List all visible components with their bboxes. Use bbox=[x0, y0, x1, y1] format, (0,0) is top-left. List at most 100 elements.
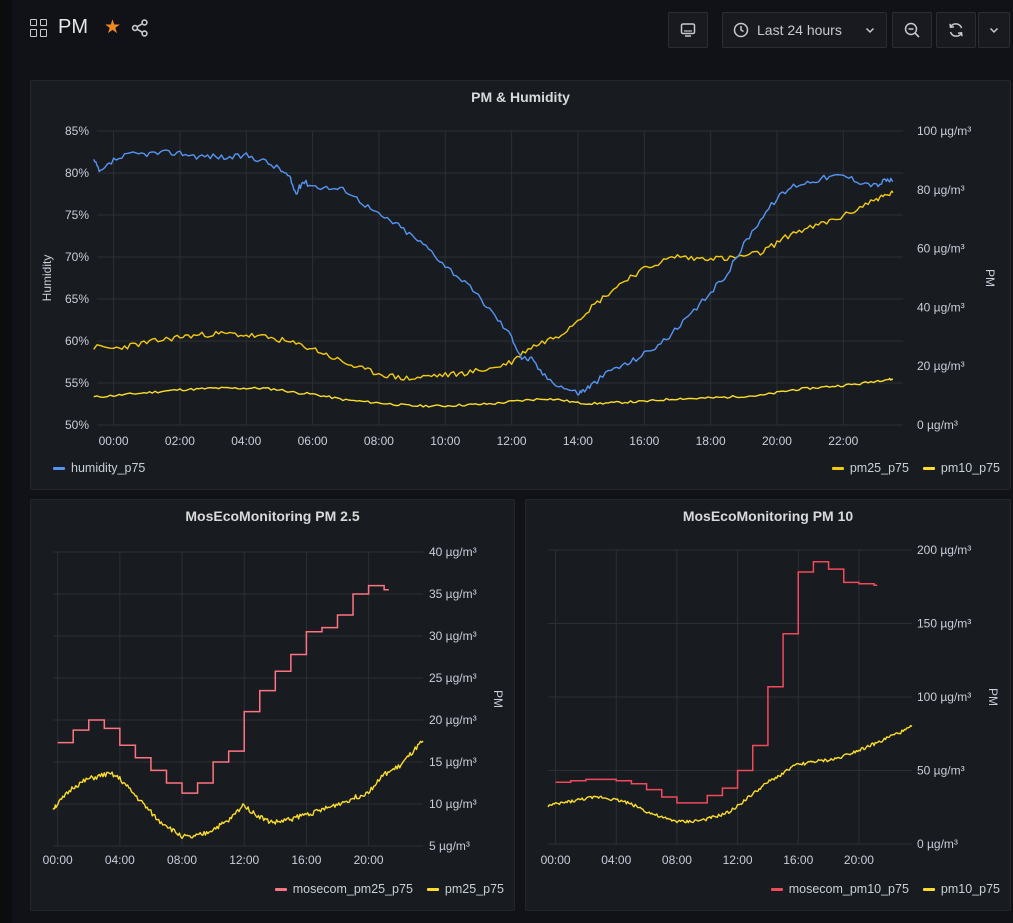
x-tick-label: 10:00 bbox=[430, 434, 460, 448]
x-tick-label: 16:00 bbox=[783, 853, 813, 867]
legend-swatch bbox=[426, 887, 439, 891]
x-tick-label: 12:00 bbox=[229, 853, 259, 867]
legend-swatch bbox=[770, 887, 783, 891]
dashboard-title[interactable]: PM bbox=[58, 16, 88, 38]
x-tick-label: 02:00 bbox=[165, 434, 195, 448]
y-tick-label: 15 µg/m³ bbox=[429, 755, 477, 769]
legend-item-pm25[interactable]: pm25_p75 bbox=[426, 882, 504, 896]
series-step-mosecom-pm10 bbox=[555, 561, 878, 804]
chevron-down-icon bbox=[989, 27, 999, 34]
legend-swatch bbox=[922, 887, 935, 891]
legend-swatch bbox=[274, 887, 287, 891]
legend: mosecom_pm10_p75 pm10_p75 bbox=[770, 882, 1000, 896]
y-tick-label: 20 µg/m³ bbox=[429, 713, 477, 727]
dashboard-navbar: PM ★ Last 24 hours bbox=[12, 0, 1013, 62]
pm-humidity-chart[interactable]: 85% 80% 75% 70% 65% 60% 55% 50% 100 µg/m³ 80 µg/m… bbox=[31, 81, 1012, 491]
chevron-down-icon bbox=[865, 27, 875, 34]
y-tick-label: 35 µg/m³ bbox=[429, 587, 477, 601]
y-tick-label: 100 µg/m³ bbox=[917, 690, 971, 704]
y2-tick-label: 60 µg/m³ bbox=[917, 242, 965, 256]
legend-label: mosecom_pm10_p75 bbox=[788, 882, 909, 896]
y2-tick-label: 80 µg/m³ bbox=[917, 183, 965, 197]
legend-swatch bbox=[922, 466, 935, 470]
y-tick-label: 65% bbox=[65, 292, 89, 306]
x-tick-label: 20:00 bbox=[844, 853, 874, 867]
panel-mosecom-pm10: MosEcoMonitoring PM 10 200 µg/m³ 150 µg/m… bbox=[525, 499, 1011, 911]
x-tick-label: 22:00 bbox=[828, 434, 858, 448]
share-icon[interactable] bbox=[131, 18, 149, 37]
x-tick-label: 08:00 bbox=[364, 434, 394, 448]
x-tick-label: 16:00 bbox=[629, 434, 659, 448]
y-tick-label: 50% bbox=[65, 418, 89, 432]
y-tick-label: 5 µg/m³ bbox=[429, 839, 470, 853]
legend-left: humidity_p75 bbox=[53, 461, 145, 475]
panel-title[interactable]: MosEcoMonitoring PM 2.5 bbox=[185, 508, 360, 524]
legend-item-pm10[interactable]: pm10_p75 bbox=[922, 461, 1000, 475]
legend-right: pm25_p75 pm10_p75 bbox=[831, 461, 1000, 475]
x-tick-label: 00:00 bbox=[43, 853, 73, 867]
series-line-pm25 bbox=[93, 190, 894, 381]
legend-item-mosecom-pm25[interactable]: mosecom_pm25_p75 bbox=[274, 882, 413, 896]
refresh-icon bbox=[949, 23, 963, 37]
pm10-chart[interactable]: 200 µg/m³ 150 µg/m³ 100 µg/m³ 50 µg/m³ 0 µg/… bbox=[526, 500, 1012, 912]
x-tick-label: 12:00 bbox=[497, 434, 527, 448]
x-tick-label: 16:00 bbox=[291, 853, 321, 867]
clock-icon bbox=[733, 22, 749, 38]
y-tick-label: 60% bbox=[65, 334, 89, 348]
y-tick-label: 85% bbox=[65, 124, 89, 138]
legend-label: pm10_p75 bbox=[940, 461, 1000, 475]
legend-label: humidity_p75 bbox=[71, 461, 146, 475]
y-tick-label: 150 µg/m³ bbox=[917, 617, 971, 631]
refresh-button[interactable] bbox=[936, 12, 976, 48]
y-tick-label: 0 µg/m³ bbox=[917, 837, 958, 851]
legend-label: pm10_p75 bbox=[940, 882, 1000, 896]
x-tick-label: 00:00 bbox=[541, 853, 571, 867]
dashboard-grid-icon[interactable] bbox=[30, 18, 48, 37]
pm25-chart[interactable]: 40 µg/m³ 35 µg/m³ 30 µg/m³ 25 µg/m³ 20 µg/m³… bbox=[31, 500, 516, 912]
x-tick-label: 04:00 bbox=[231, 434, 261, 448]
x-tick-label: 08:00 bbox=[167, 853, 197, 867]
legend-label: pm25_p75 bbox=[849, 461, 909, 475]
x-tick-label: 06:00 bbox=[298, 434, 328, 448]
y-tick-label: 75% bbox=[65, 208, 89, 222]
legend-label: pm25_p75 bbox=[444, 882, 504, 896]
refresh-interval-dropdown[interactable] bbox=[978, 12, 1010, 48]
panel-mosecom-pm25: MosEcoMonitoring PM 2.5 40 µg/m³ 35 µg/m³… bbox=[30, 499, 515, 911]
y2-tick-label: 20 µg/m³ bbox=[917, 359, 965, 373]
y-tick-label: 30 µg/m³ bbox=[429, 629, 477, 643]
time-range-picker[interactable]: Last 24 hours bbox=[722, 12, 887, 48]
x-tick-label: 20:00 bbox=[762, 434, 792, 448]
legend-item-mosecom-pm10[interactable]: mosecom_pm10_p75 bbox=[770, 882, 909, 896]
legend-swatch bbox=[53, 466, 65, 470]
legend-item-pm10[interactable]: pm10_p75 bbox=[922, 882, 1000, 896]
series-line-pm10 bbox=[547, 724, 913, 824]
y-axis-label: PM bbox=[986, 688, 1000, 706]
y-tick-label: 40 µg/m³ bbox=[429, 545, 477, 559]
side-menu-strip bbox=[0, 0, 12, 923]
star-icon[interactable]: ★ bbox=[104, 17, 122, 38]
y-tick-label: 200 µg/m³ bbox=[917, 543, 971, 557]
series-line-humidity bbox=[93, 149, 894, 396]
panel-title[interactable]: PM & Humidity bbox=[471, 89, 570, 105]
y-tick-label: 50 µg/m³ bbox=[917, 764, 965, 778]
series-line-pm10 bbox=[93, 377, 894, 408]
legend-item-humidity[interactable]: humidity_p75 bbox=[53, 461, 145, 475]
tv-mode-button[interactable] bbox=[668, 12, 708, 48]
y-tick-label: 70% bbox=[65, 250, 89, 264]
legend-swatch bbox=[831, 466, 844, 470]
y-axis-label: PM bbox=[491, 690, 505, 708]
panel-title[interactable]: MosEcoMonitoring PM 10 bbox=[682, 508, 854, 524]
y-axis-label: Humidity bbox=[40, 255, 54, 302]
y2-axis-label: PM bbox=[983, 269, 997, 287]
legend: mosecom_pm25_p75 pm25_p75 bbox=[274, 882, 504, 896]
series-step-mosecom-pm25 bbox=[57, 584, 389, 794]
legend-item-pm25[interactable]: pm25_p75 bbox=[831, 461, 909, 475]
zoom-out-button[interactable] bbox=[892, 12, 932, 48]
panel-pm-humidity: PM & Humidity 85% 80% 75% 70% 65% 60% 55% 50% 10… bbox=[30, 80, 1011, 490]
x-tick-label: 04:00 bbox=[105, 853, 135, 867]
tv-mode-icon bbox=[680, 23, 696, 37]
y-tick-label: 80% bbox=[65, 166, 89, 180]
time-range-label: Last 24 hours bbox=[757, 22, 842, 38]
x-tick-label: 20:00 bbox=[354, 853, 384, 867]
y-tick-label: 25 µg/m³ bbox=[429, 671, 477, 685]
